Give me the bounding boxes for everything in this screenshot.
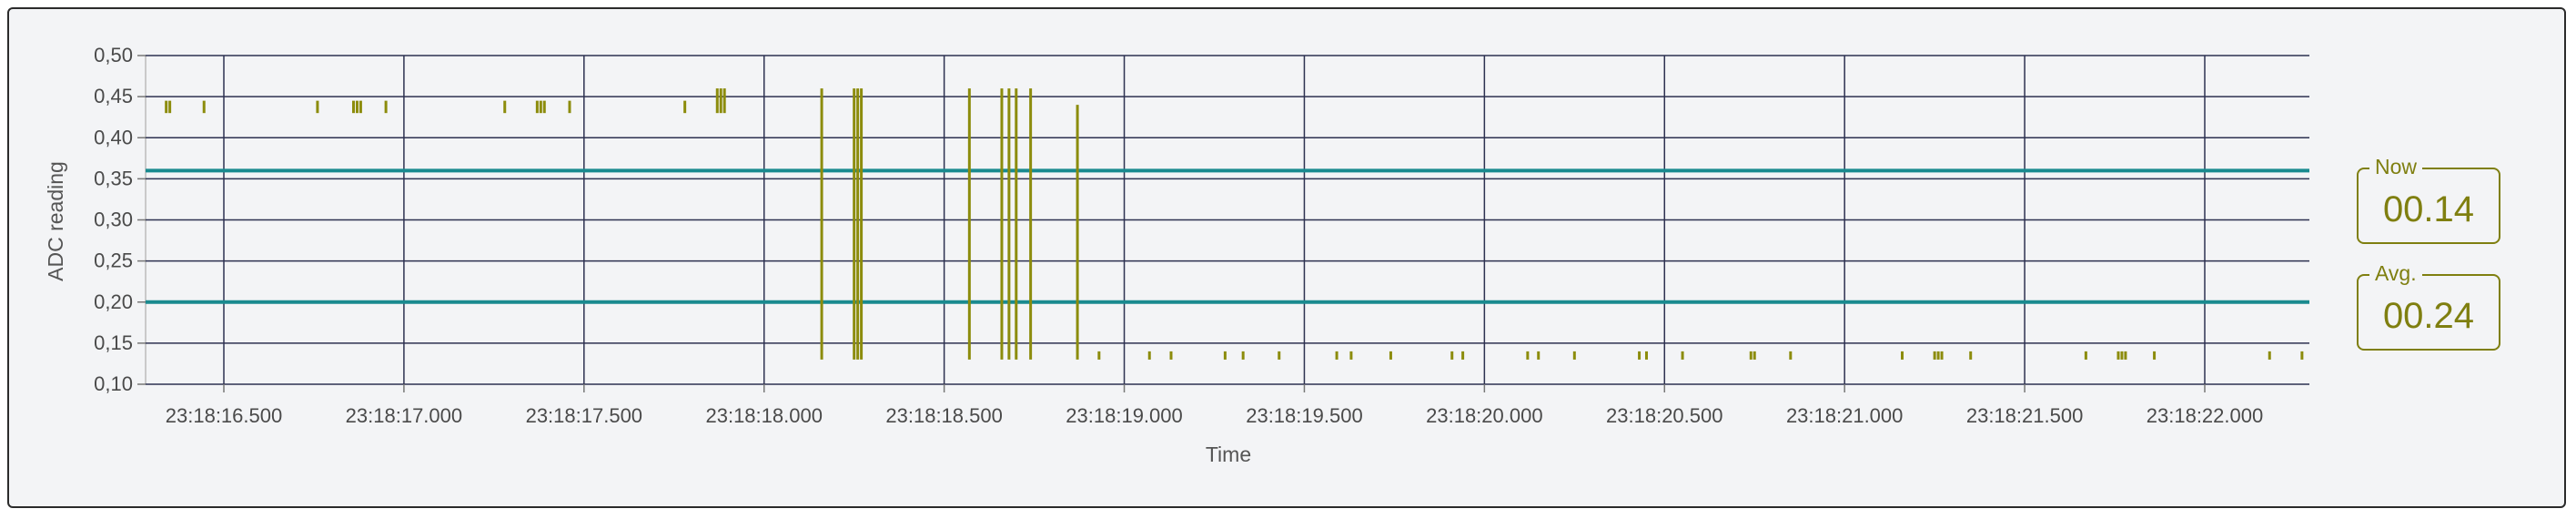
x-tick-label: 23:18:17.500 — [526, 404, 642, 427]
y-tick-label: 0,50 — [94, 44, 133, 66]
x-tick-label: 23:18:19.500 — [1246, 404, 1362, 427]
y-tick-label: 0,40 — [94, 126, 133, 148]
chart-panel — [7, 7, 2566, 508]
x-tick-label: 23:18:20.000 — [1426, 404, 1542, 427]
y-tick-label: 0,30 — [94, 209, 133, 231]
grid-lines — [137, 55, 2309, 392]
x-tick-label: 23:18:21.000 — [1786, 404, 1903, 427]
y-tick-label: 0,45 — [94, 85, 133, 107]
data-marks — [165, 88, 2304, 360]
now-label: Now — [2369, 155, 2423, 179]
y-tick-label: 0,35 — [94, 167, 133, 189]
y-tick-label: 0,20 — [94, 290, 133, 313]
x-tick-label: 23:18:22.000 — [2147, 404, 2263, 427]
x-tick-label: 23:18:16.500 — [166, 404, 282, 427]
avg-value: 00.24 — [2382, 296, 2475, 336]
avg-stat: Avg. 00.24 — [2357, 261, 2500, 351]
x-tick-label: 23:18:17.000 — [346, 404, 462, 427]
x-tick-label: 23:18:20.500 — [1606, 404, 1722, 427]
x-tick-label: 23:18:18.500 — [885, 404, 1002, 427]
y-tick-label: 0,15 — [94, 331, 133, 354]
x-tick-label: 23:18:21.500 — [1966, 404, 2083, 427]
x-axis-title: Time — [1206, 443, 1251, 466]
x-tick-label: 23:18:18.000 — [705, 404, 822, 427]
now-stat: Now 00.14 — [2357, 155, 2500, 244]
y-tick-label: 0,25 — [94, 249, 133, 272]
y-tick-label: 0,10 — [94, 372, 133, 395]
threshold-lines — [146, 168, 2309, 304]
y-tick-labels: 0,10 0,15 0,20 0,25 0,30 0,35 0,40 0,45 0,50 — [94, 44, 133, 395]
y-axis-title: ADC reading — [44, 161, 67, 281]
x-tick-label: 23:18:19.000 — [1066, 404, 1182, 427]
avg-label: Avg. — [2369, 261, 2422, 286]
now-value: 00.14 — [2382, 189, 2475, 229]
x-tick-labels: 23:18:16.500 23:18:17.000 23:18:17.500 23:1… — [166, 404, 2263, 427]
